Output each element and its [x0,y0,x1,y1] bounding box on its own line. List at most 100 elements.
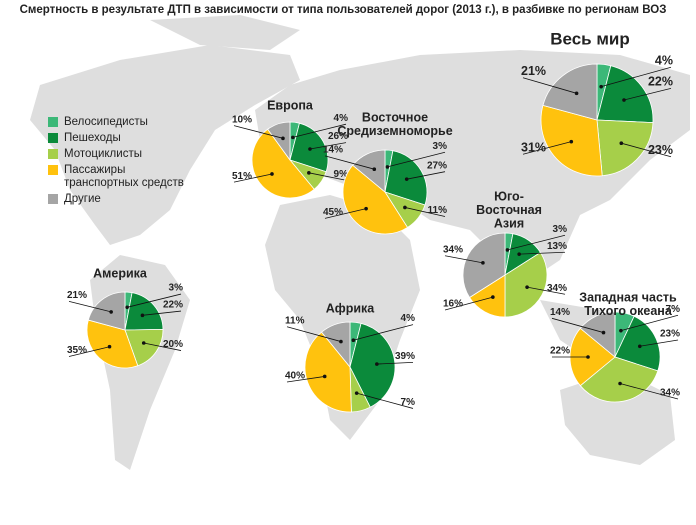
leader-line [522,141,572,155]
value-label: 4% [401,313,416,324]
leader-line [619,383,679,400]
leader-line [519,251,566,255]
value-label: 34% [547,283,567,294]
pie-title: Европа [267,98,314,112]
leader-dot [619,141,624,145]
value-label: 45% [323,207,343,218]
pie-title: Средиземноморье [337,124,452,138]
leader-dot [125,305,129,310]
legend-label: Пешеходы [64,132,121,144]
leader-dot [525,285,529,289]
value-label: 9% [334,169,349,180]
leader-dot [569,139,574,144]
pie-slice [251,128,315,199]
leader-dot [574,91,579,96]
value-label: 11% [285,315,305,326]
value-label: 51% [232,171,252,182]
pie-slice [86,319,139,369]
leader-dot [517,252,521,256]
leader-dot [491,295,495,299]
pie-slice [124,292,164,331]
value-label: 21% [521,64,546,78]
leader-dot [308,147,312,151]
pie-slice [320,321,351,369]
pie-title: Юго- [494,189,524,203]
value-label: 13% [547,241,567,252]
leader-dot [618,381,622,386]
value-label: 4% [334,113,349,124]
pie-slice [579,311,616,358]
pie-slice [614,315,661,372]
value-label: 22% [648,75,673,89]
legend-label: Велосипедисты [64,116,148,128]
legend-item: Другие [48,193,198,206]
legend-item: Пассажиры транспортных средств [48,164,198,190]
pie-slice [579,356,659,403]
pie-title: Западная часть [579,290,677,304]
leader-dot [622,98,626,102]
legend-item: Велосипедисты [48,116,198,129]
leader-dot [141,341,146,345]
value-label: 7% [666,304,681,315]
leader-line [353,324,414,341]
leader-line [620,314,679,332]
leader-dot [109,310,113,314]
value-label: 14% [323,145,343,156]
leader-dot [364,206,368,211]
value-label: 3% [433,141,448,152]
leader-line [406,171,446,180]
leader-dot [404,177,409,181]
pie-title: Восточное [362,110,428,124]
legend-label: Мотоциклисты [64,148,142,160]
leader-dot [270,172,274,176]
legend-label: Пассажиры транспортных средств [64,164,184,189]
leader-dot [107,344,112,349]
pie-slice [542,63,598,121]
value-label: 3% [553,224,568,235]
leader-line [621,142,672,158]
leader-dot [375,362,379,366]
leader-dot [372,167,377,171]
legend-swatch [48,149,58,159]
leader-dot [385,165,390,169]
legend: Велосипедисты Пешеходы Мотоциклисты Пассажи… [48,116,198,209]
leader-dot [322,374,327,379]
leader-line [356,392,414,409]
pie-title: Тихого океана [584,304,673,318]
value-label: 31% [521,141,546,155]
leader-dot [339,339,343,344]
value-label: 16% [443,299,463,310]
leader-dot [505,248,510,252]
pie-slice [349,322,396,408]
leader-line [507,234,566,251]
pie-title: Весь мир [550,29,630,48]
value-label: 27% [427,160,447,171]
value-label: 34% [443,244,463,255]
leader-line [623,87,672,101]
leader-dot [601,330,606,335]
pie-title: Азия [494,216,524,230]
pies: 21% 31% 4% 22% 23% Весь мир 10% 51% 4% 26% 9% Европ… [67,29,681,413]
pie-slice [504,251,548,318]
value-label: 34% [660,388,680,399]
leader-line [68,346,110,357]
leader-dot [637,344,642,349]
pie-slice [124,329,164,367]
legend-swatch [48,133,58,143]
leader-line [309,142,347,150]
leader-dot [281,136,285,141]
legend-swatch [48,117,58,127]
pie-slice [352,149,386,193]
leader-dot [403,205,407,210]
legend-label: Другие [64,193,101,205]
leader-line [387,151,446,168]
leader-line [286,326,342,342]
value-label: 35% [67,345,87,356]
leader-line [444,255,483,264]
value-label: 22% [163,300,183,311]
leader-line [601,66,672,88]
pie-slice [462,232,506,299]
value-label: 39% [395,351,415,362]
value-label: 40% [285,371,305,382]
